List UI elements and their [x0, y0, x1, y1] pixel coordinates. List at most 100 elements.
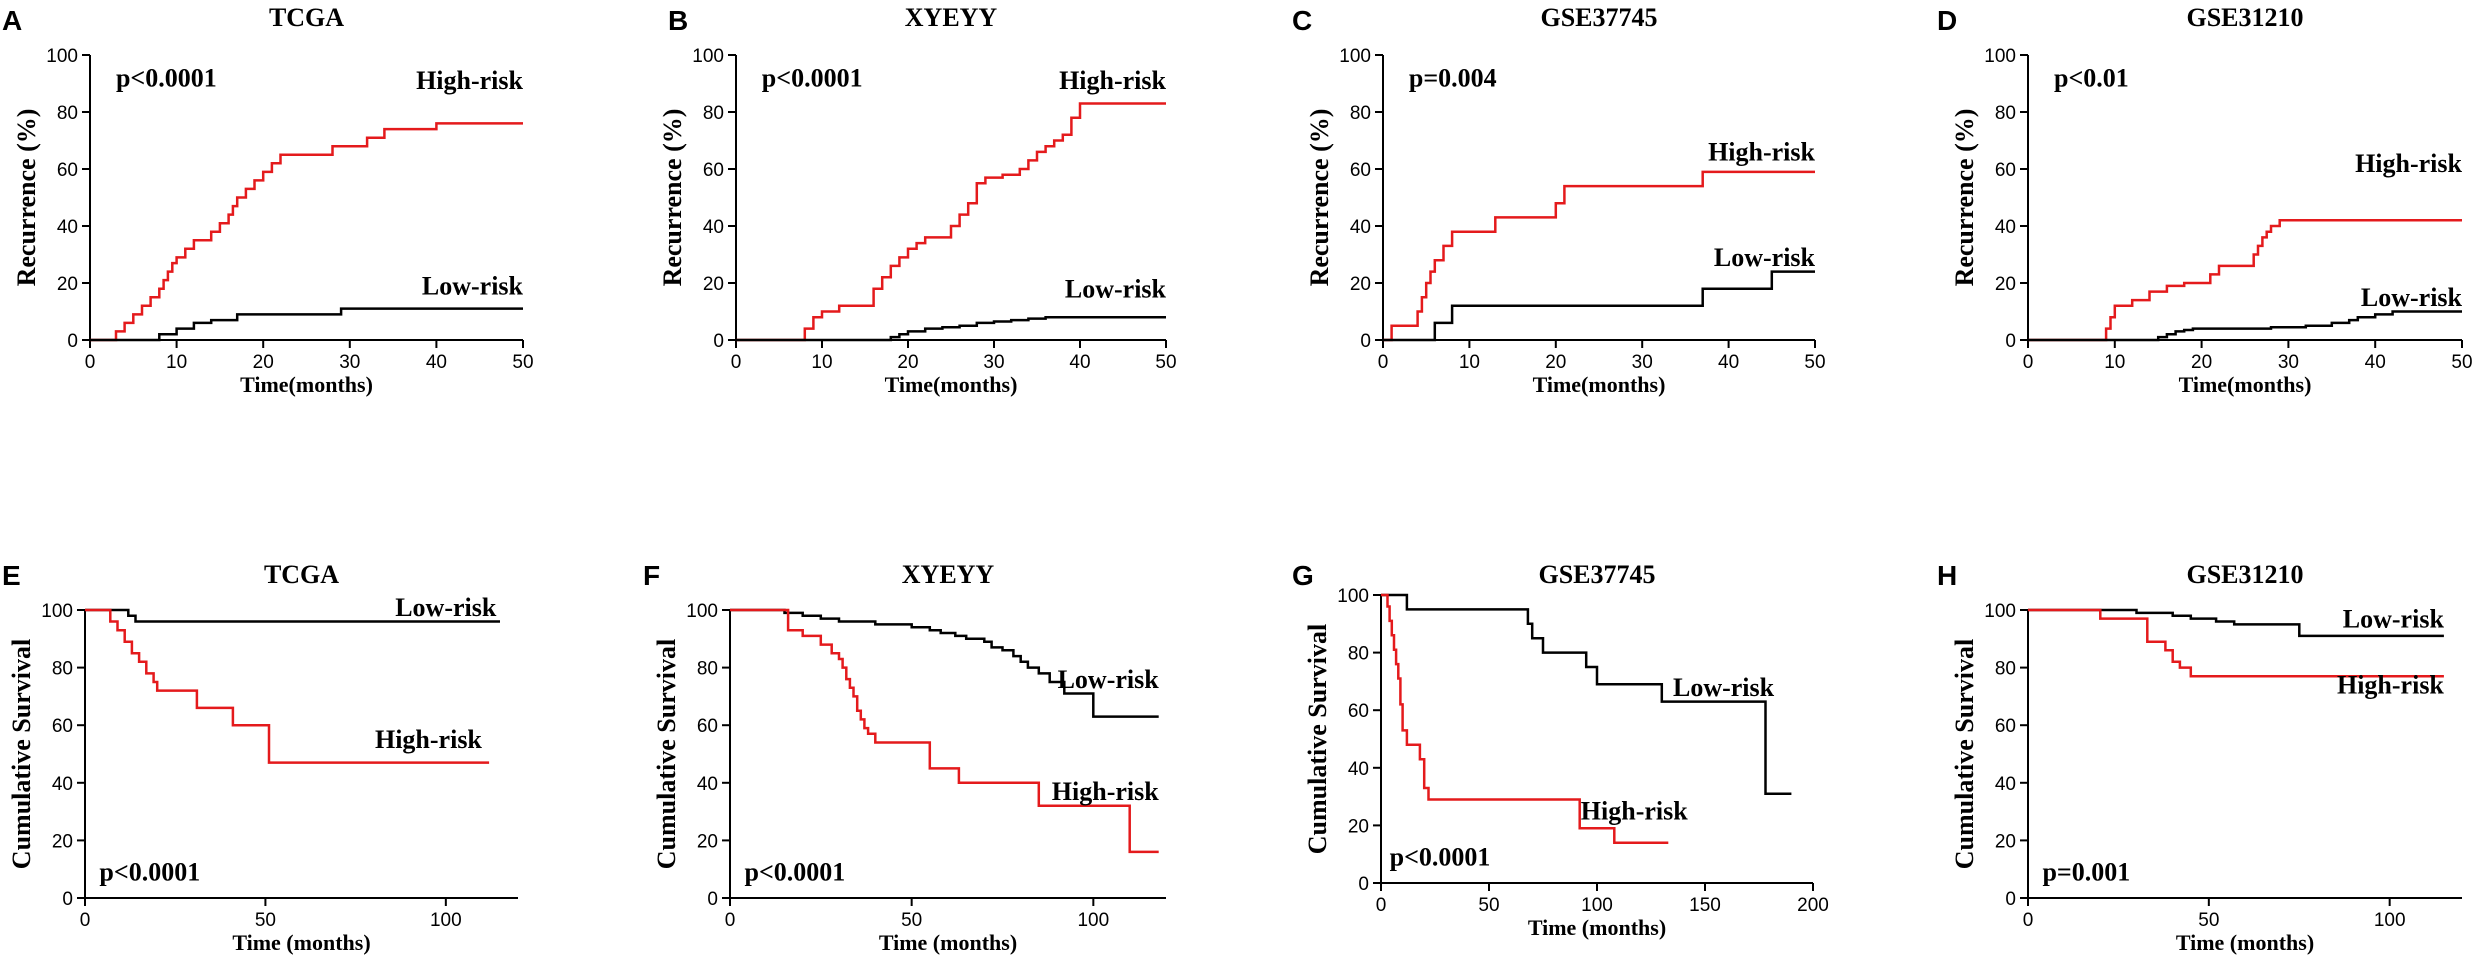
series-line-low-risk [2028, 608, 2444, 638]
x-tick-label: 20 [897, 352, 918, 373]
panel-letter: A [2, 5, 22, 36]
y-tick-label: 20 [703, 274, 724, 295]
y-axis-label: Recurrence (%) [12, 109, 41, 287]
series-label-high-risk: High-risk [416, 66, 523, 95]
p-value: p=0.004 [1409, 63, 1497, 92]
series-line-low-risk [90, 307, 523, 342]
x-tick-label: 10 [166, 352, 187, 373]
x-axis-label: Time(months) [240, 372, 373, 397]
y-tick-label: 0 [2005, 331, 2016, 352]
panel-title: XYEYY [905, 3, 998, 32]
x-tick-label: 50 [2451, 352, 2472, 373]
x-tick-label: 100 [430, 910, 462, 931]
y-axis-label: Recurrence (%) [658, 109, 687, 287]
panel-letter: F [643, 560, 660, 591]
y-tick-label: 20 [1348, 816, 1369, 837]
x-tick-label: 0 [85, 352, 96, 373]
y-tick-label: 40 [57, 217, 78, 238]
x-tick-label: 10 [1459, 352, 1480, 373]
y-axis-label: Cumulative Survival [1950, 639, 1979, 869]
x-tick-label: 30 [983, 352, 1004, 373]
panel-title: GSE37745 [1538, 560, 1655, 589]
panel-f: F XYEYY 0 20 40 60 80 100 0 50 100 Time (months) Cum… [643, 560, 1166, 955]
series-line-high-risk [1383, 170, 1815, 342]
x-tick-label: 50 [901, 910, 922, 931]
y-tick-label: 100 [692, 46, 724, 67]
y-tick-label: 100 [1339, 46, 1371, 67]
y-tick-label: 0 [1360, 331, 1371, 352]
x-axis-label: Time (months) [879, 930, 1017, 955]
y-tick-label: 60 [1995, 716, 2016, 737]
y-tick-label: 60 [703, 160, 724, 181]
x-tick-label: 0 [1378, 352, 1389, 373]
y-tick-label: 100 [1984, 46, 2016, 67]
x-tick-label: 20 [1545, 352, 1566, 373]
p-value: p<0.0001 [745, 858, 846, 887]
x-tick-label: 200 [1797, 895, 1829, 916]
panel-title: TCGA [269, 3, 344, 32]
x-tick-label: 30 [1632, 352, 1653, 373]
panel-letter: E [2, 560, 21, 591]
x-axis-label: Time(months) [885, 372, 1018, 397]
y-tick-label: 100 [686, 601, 718, 622]
x-tick-label: 0 [80, 910, 91, 931]
panel-g: G GSE37745 0 20 40 60 80 100 0 50 100 150 200 Time (m… [1292, 560, 1829, 940]
series-line-high-risk [2028, 219, 2462, 342]
panel-a: A TCGA 0 20 40 60 80 100 0 10 20 30 40 50 Time(months)… [2, 3, 534, 397]
x-tick-label: 0 [725, 910, 736, 931]
y-tick-label: 0 [713, 331, 724, 352]
x-tick-label: 0 [1376, 895, 1387, 916]
y-axis-label: Recurrence (%) [1305, 109, 1334, 287]
x-tick-label: 40 [426, 352, 447, 373]
y-tick-label: 40 [1995, 774, 2016, 795]
x-tick-label: 50 [255, 910, 276, 931]
x-tick-label: 50 [1478, 895, 1499, 916]
series-label-high-risk: High-risk [1581, 797, 1688, 826]
x-tick-label: 0 [2023, 352, 2034, 373]
y-axis-label: Cumulative Survival [7, 639, 36, 869]
x-axis-label: Time(months) [1533, 372, 1666, 397]
y-tick-label: 40 [1350, 217, 1371, 238]
x-tick-label: 30 [2278, 352, 2299, 373]
y-tick-label: 20 [1995, 831, 2016, 852]
y-tick-label: 60 [697, 716, 718, 737]
y-tick-label: 100 [1984, 601, 2016, 622]
y-tick-label: 100 [41, 601, 73, 622]
p-value: p<0.0001 [99, 858, 200, 887]
y-tick-label: 80 [52, 659, 73, 680]
panel-title: GSE31210 [2186, 3, 2303, 32]
series-label-high-risk: High-risk [2337, 671, 2444, 700]
x-tick-label: 0 [731, 352, 742, 373]
x-tick-label: 30 [339, 352, 360, 373]
x-tick-label: 150 [1689, 895, 1721, 916]
y-tick-label: 40 [703, 217, 724, 238]
y-tick-label: 80 [1348, 644, 1369, 665]
x-tick-label: 10 [2104, 352, 2125, 373]
y-tick-label: 40 [1348, 759, 1369, 780]
series-line-high-risk [730, 608, 1159, 854]
y-tick-label: 60 [52, 716, 73, 737]
y-tick-label: 80 [1995, 659, 2016, 680]
panel-c: C GSE37745 0 20 40 60 80 100 0 10 20 30 40 50 Time(mon… [1292, 3, 1826, 397]
x-axis-label: Time (months) [1528, 915, 1666, 940]
series-line-low-risk [1381, 593, 1792, 795]
x-tick-label: 50 [1155, 352, 1176, 373]
x-tick-label: 100 [1077, 910, 1109, 931]
y-tick-label: 80 [1995, 103, 2016, 124]
series-label-high-risk: High-risk [1708, 137, 1815, 166]
p-value: p<0.01 [2054, 63, 2129, 92]
panel-letter: C [1292, 5, 1312, 36]
y-tick-label: 20 [57, 274, 78, 295]
y-tick-label: 40 [52, 774, 73, 795]
series-label-high-risk: High-risk [375, 725, 482, 754]
series-line-high-risk [90, 122, 523, 342]
y-tick-label: 80 [57, 103, 78, 124]
series-label-high-risk: High-risk [1059, 66, 1166, 95]
series-label-low-risk: Low-risk [1058, 665, 1160, 694]
y-tick-label: 100 [1337, 586, 1369, 607]
y-axis-label: Cumulative Survival [652, 639, 681, 869]
panel-letter: D [1937, 5, 1957, 36]
series-label-low-risk: Low-risk [422, 271, 524, 300]
x-tick-label: 40 [2365, 352, 2386, 373]
x-tick-label: 50 [2198, 910, 2219, 931]
